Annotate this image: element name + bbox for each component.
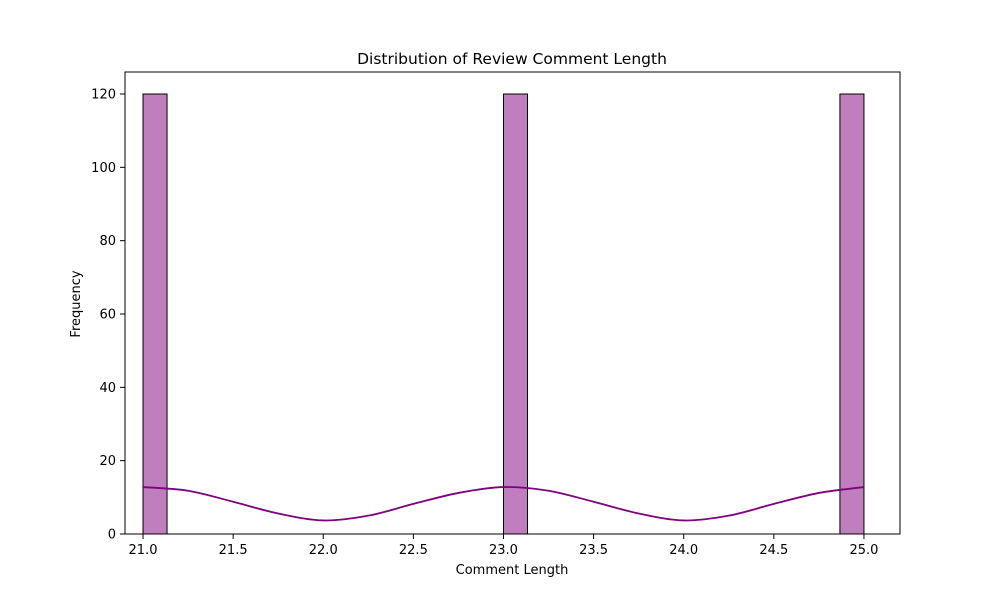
y-axis-ticks: 0 20 40 60 80 100 120 xyxy=(91,88,125,543)
plot-area-frame xyxy=(124,71,901,535)
y-tick-label: 60 xyxy=(99,308,116,323)
histogram-bar-2 xyxy=(502,93,529,535)
x-tick-label: 22.0 xyxy=(309,543,338,558)
y-tick-label: 0 xyxy=(108,528,116,543)
y-axis-label: Frequency xyxy=(69,270,84,337)
x-tick-label: 22.5 xyxy=(399,543,428,558)
chart-title: Distribution of Review Comment Length xyxy=(357,50,667,68)
x-axis-label: Comment Length xyxy=(456,563,569,578)
x-tick-label: 21.5 xyxy=(219,543,248,558)
x-tick-label: 24.0 xyxy=(669,543,698,558)
histogram-bar-3 xyxy=(839,93,865,535)
x-tick-label: 24.5 xyxy=(759,543,788,558)
x-tick-label: 23.0 xyxy=(489,543,518,558)
x-tick-label: 25.0 xyxy=(849,543,878,558)
y-tick-label: 40 xyxy=(99,381,116,396)
histogram-bar-1 xyxy=(142,93,168,535)
y-tick-label: 100 xyxy=(91,161,116,176)
x-tick-label: 23.5 xyxy=(579,543,608,558)
kde-density-line xyxy=(142,486,865,522)
y-tick-label: 20 xyxy=(99,454,116,469)
bars-layer xyxy=(142,93,865,535)
x-tick-label: 21.0 xyxy=(129,543,158,558)
y-tick-label: 120 xyxy=(91,88,116,103)
x-axis-ticks: 21.0 21.5 22.0 22.5 23.0 23.5 24.0 24.5 25.0 xyxy=(129,534,878,558)
kde-layer xyxy=(142,486,865,522)
y-tick-label: 80 xyxy=(99,234,116,249)
